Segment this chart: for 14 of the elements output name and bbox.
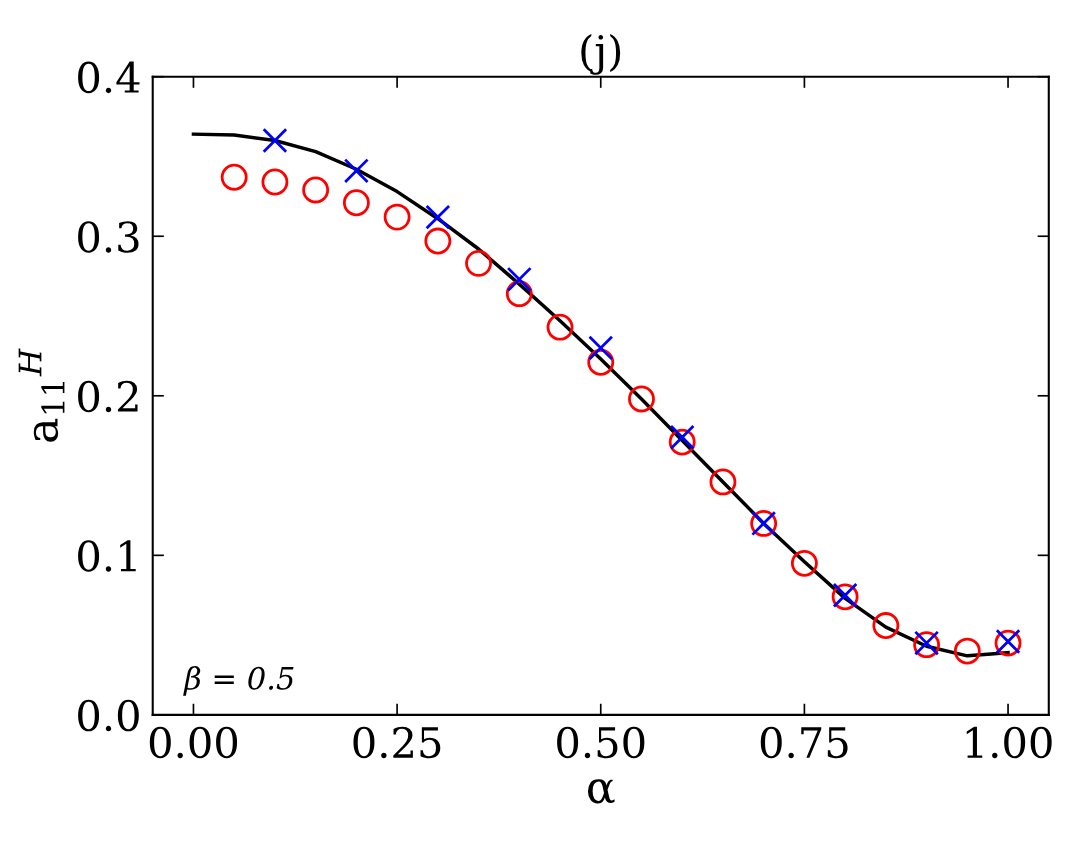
y-tick-label: 0.0 — [78, 699, 139, 732]
y-tick-label: 0.2 — [78, 380, 138, 413]
x-tick-label: 0.50 — [557, 726, 645, 759]
chart-title: (j) — [581, 33, 621, 75]
y-tick-label: 0.3 — [78, 221, 139, 253]
y-tick-label: 0.4 — [78, 61, 140, 94]
x-tick-label: 0.75 — [760, 726, 848, 759]
x-axis-title: α — [587, 779, 615, 804]
x-tick-label: 0.00 — [149, 726, 238, 759]
y-tick-label: 0.1 — [78, 540, 136, 572]
x-tick-label: 0.25 — [353, 726, 441, 759]
annotation: β = 0.5 — [183, 665, 294, 696]
y-axis-title: a$_{11}$$^{H}$ — [18, 348, 65, 442]
x-tick-label: 1.00 — [966, 726, 1052, 759]
